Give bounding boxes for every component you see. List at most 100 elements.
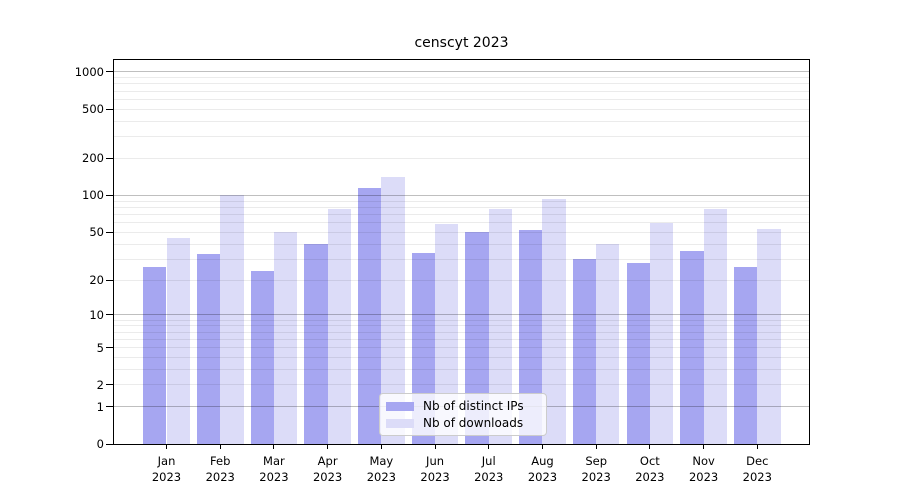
gridline-minor-60	[114, 222, 809, 224]
x-tick-month: Jan	[157, 454, 176, 468]
gridline-minor-400	[114, 120, 809, 122]
legend-item-downloads: Nb of downloads	[386, 415, 538, 431]
x-tick-year: 2023	[527, 469, 558, 484]
x-tick-mark-oct	[649, 445, 651, 449]
gridline-minor-20	[114, 279, 809, 281]
bar-oct-downloads	[649, 222, 674, 444]
bar-jun-downloads	[435, 224, 459, 444]
x-tick-label-may: May 2023	[350, 454, 412, 485]
y-tick-label-10: 10	[89, 307, 104, 322]
bar-aug-downloads	[542, 199, 566, 444]
x-tick-year: 2023	[259, 469, 289, 484]
bar-jan-downloads	[166, 237, 190, 444]
gridline-minor-2	[114, 384, 809, 386]
x-tick-label-mar: Mar 2023	[243, 454, 305, 485]
gridline-minor-4	[114, 356, 809, 358]
bar-feb-downloads	[220, 195, 244, 444]
gridline-minor-70	[114, 213, 809, 215]
x-tick-month: Oct	[639, 454, 660, 468]
x-tick-month: Feb	[210, 454, 231, 468]
gridline-minor-3	[114, 368, 809, 370]
y-tick-mark-500	[106, 108, 113, 110]
gridline-major-100	[114, 194, 809, 196]
bar-apr-downloads	[327, 208, 351, 444]
y-tick-mark-1000	[106, 71, 113, 73]
gridline-major-10	[114, 314, 809, 316]
bar-mar-distinct-ips	[250, 270, 274, 444]
bar-sep-distinct-ips	[572, 259, 597, 444]
x-tick-label-apr: Apr 2023	[297, 454, 359, 485]
x-tick-year: 2023	[312, 469, 343, 484]
x-tick-month: May	[369, 454, 394, 468]
x-tick-month: Nov	[692, 454, 715, 468]
x-tick-mark-sep	[595, 445, 597, 449]
x-tick-label-nov: Nov 2023	[673, 454, 735, 485]
y-tick-label-100: 100	[82, 188, 104, 203]
x-tick-month: Aug	[531, 454, 554, 468]
gridline-minor-6	[114, 338, 809, 340]
x-tick-month: Mar	[263, 454, 285, 468]
y-tick-mark-10	[106, 314, 113, 316]
y-tick-label-500: 500	[82, 102, 104, 117]
x-tick-year: 2023	[742, 469, 772, 484]
x-tick-year: 2023	[635, 469, 665, 484]
gridline-minor-9	[114, 319, 809, 321]
x-tick-year: 2023	[205, 469, 235, 484]
x-tick-label-jan: Jan 2023	[136, 454, 198, 485]
y-tick-mark-200	[106, 157, 113, 159]
x-tick-mark-jul	[488, 445, 490, 449]
y-tick-mark-20	[106, 279, 113, 281]
y-tick-mark-5	[106, 347, 113, 348]
x-tick-month: Sep	[585, 454, 607, 468]
gridline-minor-600	[114, 98, 809, 100]
legend: Nb of distinct IPs Nb of downloads	[379, 393, 547, 436]
legend-swatch-downloads	[386, 418, 414, 428]
bar-nov-distinct-ips	[680, 251, 704, 444]
x-tick-mark-aug	[541, 445, 543, 449]
y-tick-label-50: 50	[89, 225, 104, 240]
x-tick-mark-jan	[166, 445, 167, 449]
x-tick-year: 2023	[420, 469, 450, 484]
x-tick-label-dec: Dec 2023	[726, 454, 788, 485]
y-tick-label-20: 20	[89, 273, 104, 288]
x-tick-mark-dec	[756, 445, 758, 449]
x-tick-year: 2023	[581, 469, 611, 484]
x-tick-label-feb: Feb 2023	[189, 454, 251, 485]
x-tick-year: 2023	[366, 469, 396, 484]
x-tick-month: Jun	[426, 454, 445, 468]
x-tick-label-jul: Jul 2023	[458, 454, 520, 485]
legend-label-downloads: Nb of downloads	[423, 416, 524, 430]
y-tick-label-1000: 1000	[74, 64, 104, 79]
gridline-minor-900	[114, 77, 809, 79]
gridline-minor-30	[114, 258, 809, 260]
gridline-minor-200	[114, 157, 809, 159]
gridline-minor-300	[114, 136, 809, 138]
y-tick-mark-1	[106, 406, 113, 408]
gridline-minor-8	[114, 325, 809, 327]
y-tick-label-5: 5	[96, 340, 104, 355]
x-tick-mark-jun	[434, 445, 436, 449]
x-tick-mark-mar	[273, 445, 275, 449]
y-tick-mark-0	[106, 443, 113, 445]
bar-dec-downloads	[757, 229, 781, 444]
x-tick-label-jun: Jun 2023	[404, 454, 466, 485]
gridline-minor-90	[114, 200, 809, 202]
bar-feb-distinct-ips	[196, 254, 221, 444]
legend-swatch-distinct-ips	[386, 401, 414, 411]
gridline-minor-5	[114, 347, 809, 348]
x-tick-mark-feb	[219, 445, 221, 449]
x-tick-mark-nov	[703, 445, 705, 449]
gridline-minor-700	[114, 90, 809, 92]
bar-jul-downloads	[488, 208, 513, 444]
gridline-minor-80	[114, 206, 809, 208]
gridline-minor-50	[114, 231, 809, 233]
x-tick-mark-apr	[327, 445, 329, 449]
y-tick-label-0: 0	[96, 437, 104, 451]
x-tick-month: Dec	[746, 454, 769, 468]
gridline-minor-40	[114, 243, 809, 245]
bar-dec-distinct-ips	[733, 266, 758, 444]
x-tick-label-oct: Oct 2023	[619, 454, 681, 485]
y-tick-mark-50	[106, 231, 113, 233]
bar-aug-distinct-ips	[519, 230, 543, 444]
